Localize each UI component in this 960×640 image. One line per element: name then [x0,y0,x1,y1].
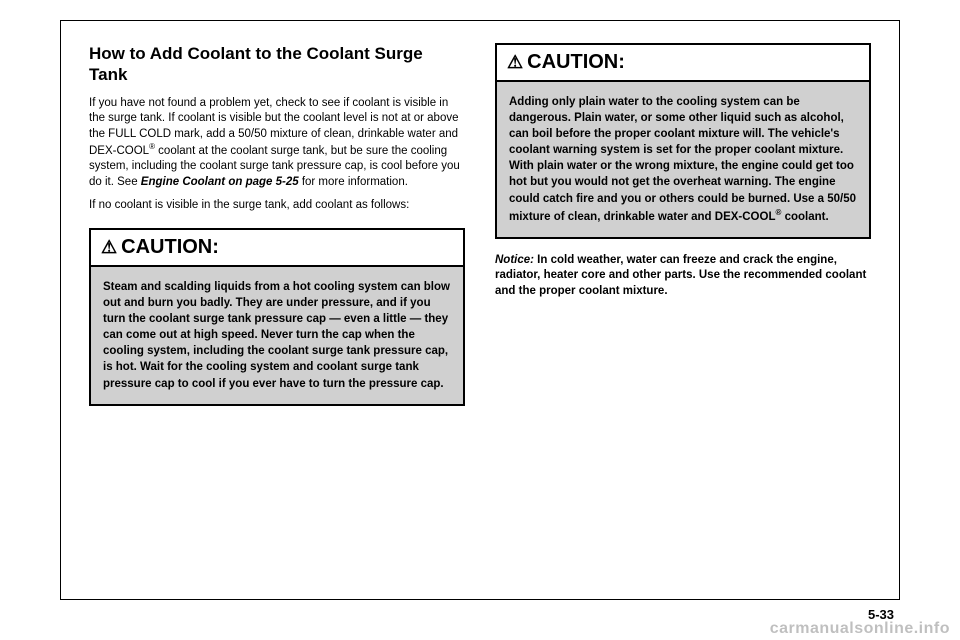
para1-text-c: for more information. [299,176,408,188]
caution-label: CAUTION: [527,51,625,74]
caution-body-steam: Steam and scalding liquids from a hot co… [91,267,463,404]
caution-box-water: ⚠ CAUTION: Adding only plain water to th… [495,43,871,239]
notice-paragraph: Notice: In cold weather, water can freez… [495,253,871,300]
cross-reference: Engine Coolant on page 5-25 [141,176,299,188]
page-frame: How to Add Coolant to the Coolant Surge … [60,20,900,600]
two-column-layout: How to Add Coolant to the Coolant Surge … [89,43,871,577]
left-column: How to Add Coolant to the Coolant Surge … [89,43,465,577]
warning-icon: ⚠ [101,237,117,258]
right-column: ⚠ CAUTION: Adding only plain water to th… [495,43,871,577]
notice-body: In cold weather, water can freeze and cr… [495,254,866,297]
intro-paragraph: If you have not found a problem yet, che… [89,96,465,191]
notice-label: Notice: [495,254,534,266]
caution-header: ⚠ CAUTION: [91,230,463,267]
caution2-text-a: Adding only plain water to the cooling s… [509,96,856,222]
caution-body-water: Adding only plain water to the cooling s… [497,82,869,237]
caution2-text-b: coolant. [781,210,828,222]
caution-box-steam: ⚠ CAUTION: Steam and scalding liquids fr… [89,228,465,406]
followup-paragraph: If no coolant is visible in the surge ta… [89,198,465,214]
watermark: carmanualsonline.info [770,620,950,638]
caution-label: CAUTION: [121,236,219,259]
section-heading: How to Add Coolant to the Coolant Surge … [89,43,465,86]
warning-icon: ⚠ [507,52,523,73]
caution-header: ⚠ CAUTION: [497,45,869,82]
